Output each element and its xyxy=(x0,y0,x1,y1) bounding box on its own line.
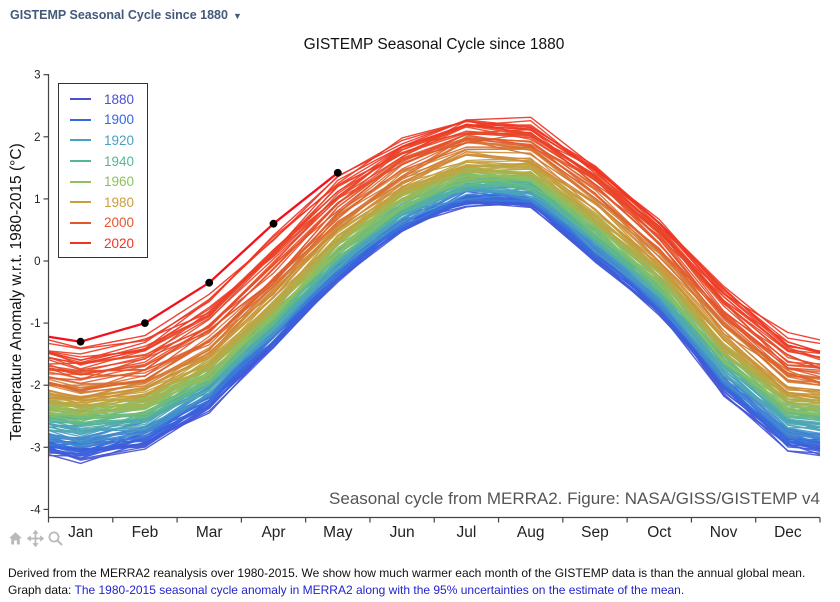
graph-data-link[interactable]: The 1980-2015 seasonal cycle anomaly in … xyxy=(74,582,685,597)
x-tick-label: Jun xyxy=(390,524,415,541)
x-tick-label: Oct xyxy=(647,524,672,541)
legend-item-1940[interactable]: 1940 xyxy=(70,151,147,172)
y-tick-label: -3 xyxy=(30,442,40,454)
y-axis-title: Temperature Anomaly w.r.t. 1980-2015 (°C… xyxy=(8,143,25,441)
y-tick-label: 1 xyxy=(34,194,40,206)
caption: Derived from the MERRA2 reanalysis over … xyxy=(8,565,805,598)
series-line-1887 xyxy=(48,198,821,455)
legend-label: 1960 xyxy=(104,174,135,190)
legend-label: 1940 xyxy=(104,153,135,169)
x-tick-label: Jul xyxy=(456,524,476,541)
series-line-1985 xyxy=(48,154,821,403)
x-tick-label: Mar xyxy=(196,524,223,541)
legend-label: 1920 xyxy=(104,132,135,148)
x-tick-label: Dec xyxy=(774,524,802,541)
legend-swatch xyxy=(70,139,91,142)
legend-swatch xyxy=(70,98,91,101)
legend-swatch xyxy=(70,242,91,245)
legend-item-1980[interactable]: 1980 xyxy=(70,192,147,213)
legend-swatch xyxy=(70,201,91,204)
x-tick-label: Apr xyxy=(261,524,285,541)
chart-title: GISTEMP Seasonal Cycle since 1880 xyxy=(303,36,565,53)
legend-swatch xyxy=(70,221,91,224)
x-tick-label: May xyxy=(323,524,353,541)
legend-label: 2000 xyxy=(104,215,135,231)
legend-item-2000[interactable]: 2000 xyxy=(70,213,147,234)
x-tick-label: Sep xyxy=(581,524,609,541)
caption-line-2-prefix: Graph data: xyxy=(8,582,75,597)
legend-label: 1880 xyxy=(104,91,135,107)
legend-item-1920[interactable]: 1920 xyxy=(70,130,147,151)
legend-item-1960[interactable]: 1960 xyxy=(70,171,147,192)
legend-item-1880[interactable]: 1880 xyxy=(70,89,147,110)
home-icon[interactable] xyxy=(7,530,24,547)
chart-selector-label: GISTEMP Seasonal Cycle since 1880 xyxy=(10,8,228,22)
x-tick-label: Jan xyxy=(68,524,93,541)
chart-selector-dropdown[interactable]: GISTEMP Seasonal Cycle since 1880 ▼ xyxy=(10,8,242,22)
legend-item-2020[interactable]: 2020 xyxy=(70,233,147,254)
partial-series-line-2021 xyxy=(48,171,339,343)
y-tick-label: -2 xyxy=(30,380,40,392)
dropdown-arrow-icon: ▼ xyxy=(232,10,242,21)
data-point-marker xyxy=(205,278,214,287)
legend: 1880 1900 1920 1940 1960 1980 2000 2020 xyxy=(58,83,148,258)
series-line-2019 xyxy=(48,120,821,350)
legend-swatch xyxy=(70,118,91,121)
series-line-2003 xyxy=(48,131,821,372)
legend-item-1900[interactable]: 1900 xyxy=(70,110,147,131)
pan-icon[interactable] xyxy=(27,530,44,547)
y-tick-label: 2 xyxy=(34,132,40,144)
data-point-marker xyxy=(269,219,278,228)
series-line-2014 xyxy=(48,119,821,366)
series-line-2017 xyxy=(48,120,821,362)
caption-line-1: Derived from the MERRA2 reanalysis over … xyxy=(8,566,806,580)
legend-label: 1980 xyxy=(104,194,135,210)
legend-label: 2020 xyxy=(104,235,135,251)
plot-toolbar xyxy=(7,530,64,547)
series-line-1975 xyxy=(48,165,821,398)
y-tick-label: 3 xyxy=(34,70,40,82)
series-line-2018 xyxy=(48,123,821,361)
legend-swatch xyxy=(70,160,91,163)
series-line-1916 xyxy=(48,187,821,432)
x-tick-label: Nov xyxy=(710,524,738,541)
legend-label: 1900 xyxy=(104,112,135,128)
y-tick-label: 0 xyxy=(34,256,40,268)
y-tick-label: -1 xyxy=(30,318,40,330)
x-tick-label: Feb xyxy=(132,524,159,541)
zoom-icon[interactable] xyxy=(47,530,64,547)
data-point-marker xyxy=(141,319,149,327)
y-tick-label: -4 xyxy=(30,504,41,516)
series-line-1990 xyxy=(48,147,821,385)
data-point-marker xyxy=(333,168,342,177)
series-line-2020 xyxy=(48,116,821,349)
caption-line-2: Graph data: The 1980-2015 seasonal cycle… xyxy=(8,582,805,599)
x-tick-label: Aug xyxy=(517,524,545,541)
series-line-2011 xyxy=(48,119,821,371)
data-point-marker xyxy=(76,337,85,346)
source-annotation: Seasonal cycle from MERRA2. Figure: NASA… xyxy=(329,489,820,508)
legend-swatch xyxy=(70,180,91,183)
line-bundle xyxy=(48,116,821,465)
